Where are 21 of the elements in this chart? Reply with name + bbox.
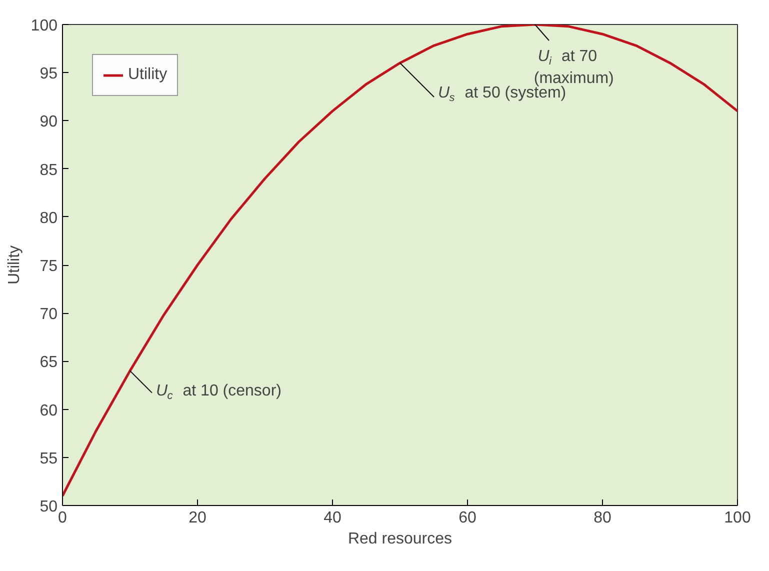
y-tick-label: 85: [40, 162, 58, 179]
y-tick-label: 95: [40, 66, 58, 83]
y-tick-label: 60: [40, 402, 58, 420]
y-tick-label: 75: [40, 258, 58, 275]
x-tick-label: 80: [594, 510, 612, 526]
x-tick-label: 60: [458, 510, 476, 526]
line-series: [62, 24, 738, 498]
y-tick-label: 100: [30, 18, 58, 34]
x-tick-label: 40: [324, 510, 342, 526]
y-tick-label: 55: [40, 450, 58, 468]
y-tick-label: 80: [40, 210, 58, 227]
y-tick-label: 90: [40, 114, 58, 131]
y-tick-label: 65: [40, 354, 58, 372]
x-axis-title: Red resources: [348, 530, 452, 548]
x-tick-label: 0: [58, 510, 68, 526]
y-tick-label: 50: [40, 498, 58, 516]
x-tick-label: 20: [188, 510, 206, 526]
x-tick-label: 100: [724, 510, 751, 526]
y-axis-title: Utility: [6, 245, 23, 285]
legend-label: Utility: [128, 66, 168, 84]
y-tick-label: 70: [40, 306, 58, 324]
